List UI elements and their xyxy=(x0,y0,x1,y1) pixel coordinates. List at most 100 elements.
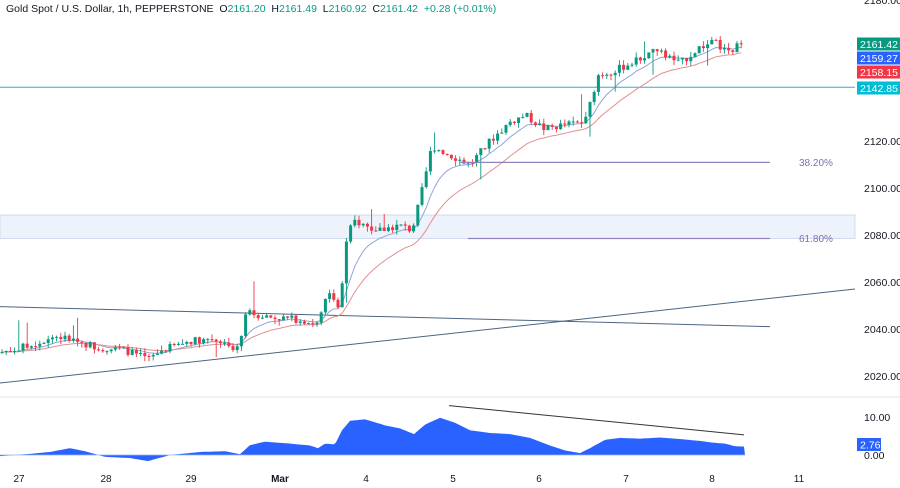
candle-body xyxy=(80,341,84,343)
candle-body xyxy=(659,50,663,52)
price-axis[interactable]: 2180.00 2120.00 2100.00 2080.00 2060.00 2040.… xyxy=(857,0,900,383)
candle-body xyxy=(113,347,117,350)
candle-body xyxy=(672,55,676,61)
fibonacci-levels: 38.20% 61.80% xyxy=(460,158,833,245)
candle-body xyxy=(601,75,605,77)
candle-body xyxy=(139,353,143,355)
candle-body xyxy=(727,47,731,51)
candle-body xyxy=(197,337,201,344)
candle-body xyxy=(315,322,319,325)
candle-body xyxy=(46,339,50,343)
candle-body xyxy=(168,344,172,352)
candle-body xyxy=(336,299,340,308)
candle-body xyxy=(349,225,353,242)
candle-body xyxy=(147,356,151,358)
candle-body xyxy=(76,338,80,342)
candle-body xyxy=(248,310,252,315)
candle-body xyxy=(227,342,231,347)
time-tick-label: 28 xyxy=(100,474,112,485)
candle-body xyxy=(714,39,718,41)
zone-rect xyxy=(0,214,856,239)
candle-body xyxy=(588,101,592,117)
time-tick-label: 8 xyxy=(709,474,715,485)
candle-body xyxy=(277,319,281,321)
candle-body xyxy=(0,352,4,354)
descending-trendline[interactable] xyxy=(0,306,771,328)
price-tag xyxy=(857,37,900,51)
candle-body xyxy=(223,342,227,344)
candle-body xyxy=(680,57,684,60)
candle-body xyxy=(441,150,445,154)
candle-body xyxy=(412,225,416,232)
oscillator-axis[interactable]: 10.00 0.002.76 xyxy=(857,412,890,462)
candle-body xyxy=(483,148,487,150)
candle-body xyxy=(59,336,63,340)
candle-body xyxy=(722,47,726,50)
candle-body xyxy=(239,335,243,347)
candle-body xyxy=(357,219,361,226)
candle-body xyxy=(458,159,462,161)
candle-body xyxy=(13,351,17,353)
moving-averages xyxy=(1,46,742,354)
candle-body xyxy=(475,155,479,163)
candle-body xyxy=(164,350,168,352)
candle-body xyxy=(256,315,260,319)
candle-body xyxy=(706,44,710,49)
time-tick-label: Mar xyxy=(271,474,289,485)
time-tick-label: 7 xyxy=(623,474,629,485)
candle-body xyxy=(689,56,693,62)
fib-level-label: 38.20% xyxy=(799,158,833,169)
close-value: 2161.42 xyxy=(380,3,419,15)
price-tick-label: 2080.00 xyxy=(864,230,900,242)
ema-slow-line xyxy=(1,52,742,353)
candle-body xyxy=(374,230,378,232)
candle-body xyxy=(424,171,428,188)
candle-body xyxy=(38,343,42,347)
close-label: C xyxy=(372,3,381,15)
candle-body xyxy=(428,151,432,172)
time-tick-label: 4 xyxy=(363,474,369,485)
candle-body xyxy=(584,116,588,124)
price-tag-label: 2159.27 xyxy=(860,53,898,65)
candle-body xyxy=(437,150,441,152)
time-axis[interactable]: 27 28 29 Mar 4 5 6 7 8 11 xyxy=(13,474,804,485)
candle-body xyxy=(319,312,323,323)
candle-body xyxy=(172,344,176,346)
candle-body xyxy=(143,353,147,357)
candle-body xyxy=(92,342,96,350)
candle-body xyxy=(55,336,59,338)
candle-body xyxy=(206,339,210,341)
candle-body xyxy=(84,342,88,348)
osc-value-label: 2.76 xyxy=(860,440,881,452)
candle-body xyxy=(17,350,21,352)
candle-body xyxy=(365,223,369,227)
candle-body xyxy=(735,43,739,53)
candle-body xyxy=(160,350,164,354)
price-tick-label: 2100.00 xyxy=(864,183,900,195)
oscillator-area xyxy=(0,417,745,462)
ascending-trendline[interactable] xyxy=(0,288,856,384)
open-label: O xyxy=(219,3,228,15)
candle-body xyxy=(647,52,651,59)
candle-body xyxy=(71,338,75,341)
time-tick-label: 6 xyxy=(536,474,542,485)
candle-body xyxy=(697,46,701,54)
candle-body xyxy=(399,224,403,226)
divergence-line[interactable] xyxy=(448,405,745,436)
candle-body xyxy=(202,339,206,344)
candle-body xyxy=(550,125,554,127)
candle-body xyxy=(231,346,235,351)
candle-body xyxy=(668,55,672,58)
candle-body xyxy=(512,121,516,123)
candle-body xyxy=(718,39,722,50)
candle-body xyxy=(307,323,311,325)
candle-body xyxy=(491,138,495,141)
candle-body xyxy=(449,154,453,159)
candle-body xyxy=(298,321,302,323)
candle-body xyxy=(353,219,357,226)
candle-body xyxy=(580,122,584,124)
candle-body xyxy=(21,343,25,351)
candle-body xyxy=(25,343,29,348)
candle-body xyxy=(382,227,386,231)
